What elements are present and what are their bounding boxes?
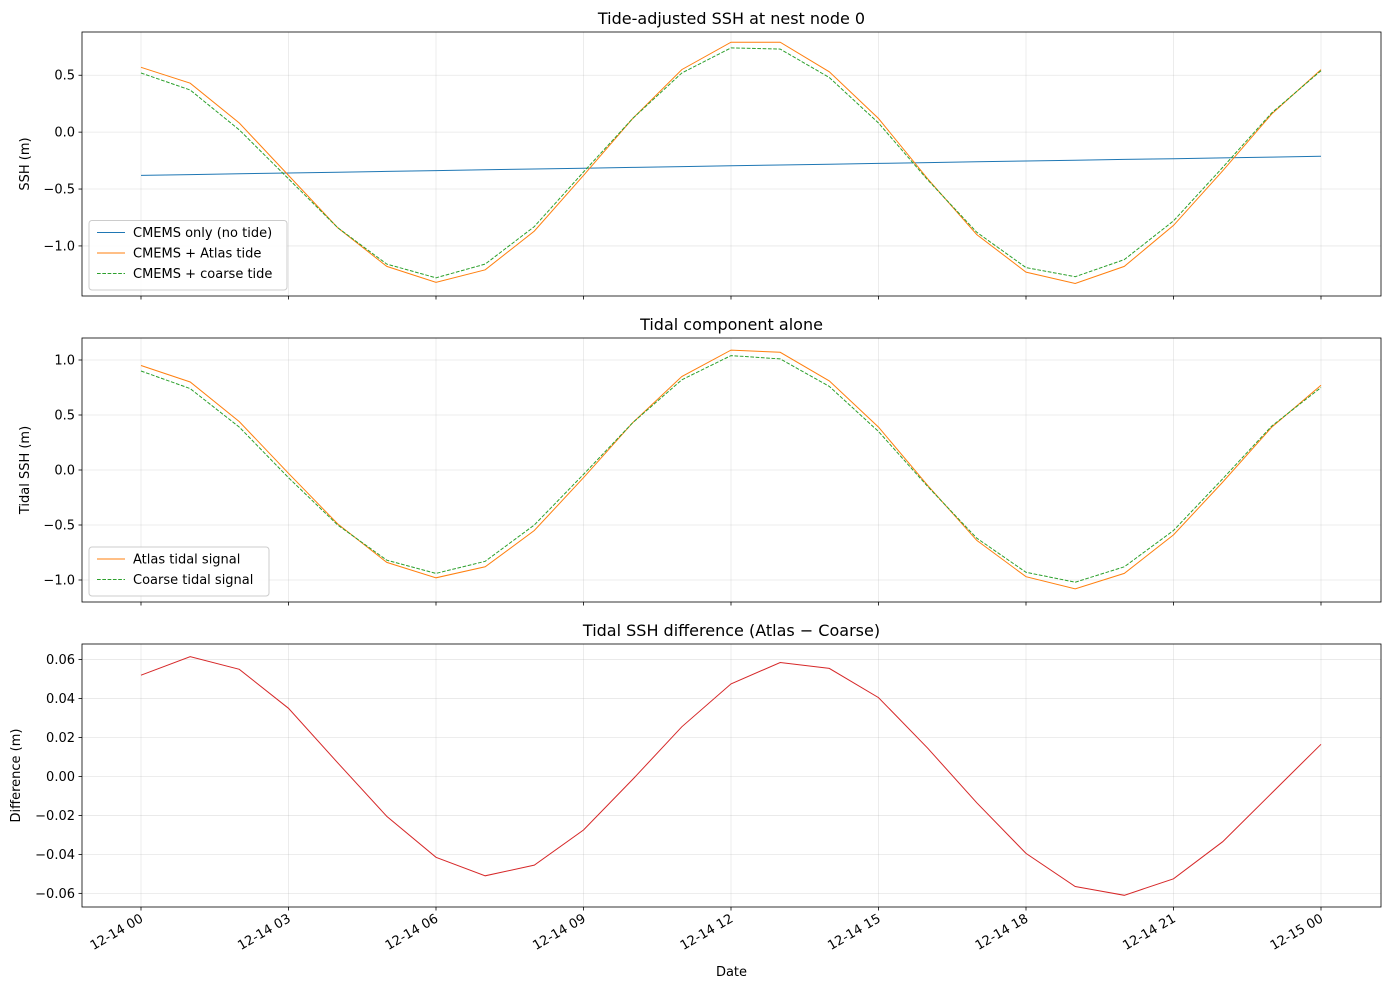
y-tick-label: 0.06: [46, 653, 75, 668]
y-tick-label: −0.5: [43, 183, 75, 198]
y-tick-label: −0.5: [43, 519, 75, 534]
x-tick-label: 12-15 00: [1268, 911, 1326, 953]
x-tick-label: 12-14 09: [530, 911, 588, 953]
y-axis-label: SSH (m): [18, 137, 33, 190]
panel-title: Tidal component alone: [639, 315, 823, 334]
legend-label-2: Coarse tidal signal: [133, 573, 253, 588]
y-tick-label: 0.04: [46, 692, 75, 707]
series-line-1: [140, 656, 1322, 896]
legend-box: [88, 546, 270, 597]
legend-box: [88, 220, 288, 291]
y-axis-label: Difference (m): [9, 729, 24, 823]
x-tick-label: 12-14 15: [825, 911, 883, 953]
series-line-3: [140, 47, 1322, 279]
y-tick-label: −0.04: [35, 848, 75, 863]
legend-label-1: Atlas tidal signal: [133, 553, 240, 568]
axes-frame: [81, 643, 1382, 908]
y-tick-label: −0.02: [35, 809, 75, 824]
y-tick-label: 0.00: [46, 770, 75, 785]
x-tick-label: 12-14 03: [235, 911, 293, 953]
y-tick-label: 0.5: [54, 409, 75, 424]
x-tick-label: 12-14 21: [1120, 911, 1178, 953]
legend-label-1: CMEMS only (no tide): [133, 226, 272, 241]
x-axis-label: Date: [716, 965, 747, 980]
panel-3: 0.06 0.04 0.02 0.00 −0.02 −0.04 −0.06 12-14 00 1…: [9, 621, 1382, 980]
y-axis-label: Tidal SSH (m): [18, 426, 33, 515]
panel-2: 1.0 0.5 0.0 −0.5 −1.0 Tidal component alone Ti…: [18, 315, 1382, 606]
legend: CMEMS only (no tide) CMEMS + Atlas tide CM…: [88, 220, 288, 291]
series-line-2: [140, 355, 1322, 583]
panel-title: Tide-adjusted SSH at nest node 0: [597, 9, 865, 28]
y-tick-label: −1.0: [43, 239, 75, 254]
x-tick-label: 12-14 18: [973, 911, 1031, 953]
x-tick-label: 12-14 06: [383, 911, 441, 953]
legend: Atlas tidal signal Coarse tidal signal: [88, 546, 270, 597]
y-tick-label: −1.0: [43, 574, 75, 589]
y-tick-label: 0.02: [46, 731, 75, 746]
series-line-1: [140, 155, 1322, 176]
y-tick-label: 0.0: [54, 464, 75, 479]
y-tick-label: 0.5: [54, 69, 75, 84]
panel-1: 0.5 0.0 −0.5 −1.0 Tide-adjusted SSH at nest …: [18, 9, 1382, 300]
y-tick-label: 1.0: [54, 354, 75, 369]
x-tick-label: 12-14 12: [678, 911, 736, 953]
series-line-2: [140, 41, 1322, 285]
y-tick-label: −0.06: [35, 887, 75, 902]
panel-title: Tidal SSH difference (Atlas − Coarse): [582, 621, 880, 640]
y-tick-label: 0.0: [54, 126, 75, 141]
x-tick-label: 12-14 00: [88, 911, 146, 953]
axes-frame: [81, 31, 1382, 297]
series-line-1: [140, 349, 1322, 590]
legend-label-3: CMEMS + coarse tide: [133, 267, 272, 282]
legend-label-2: CMEMS + Atlas tide: [133, 247, 261, 262]
